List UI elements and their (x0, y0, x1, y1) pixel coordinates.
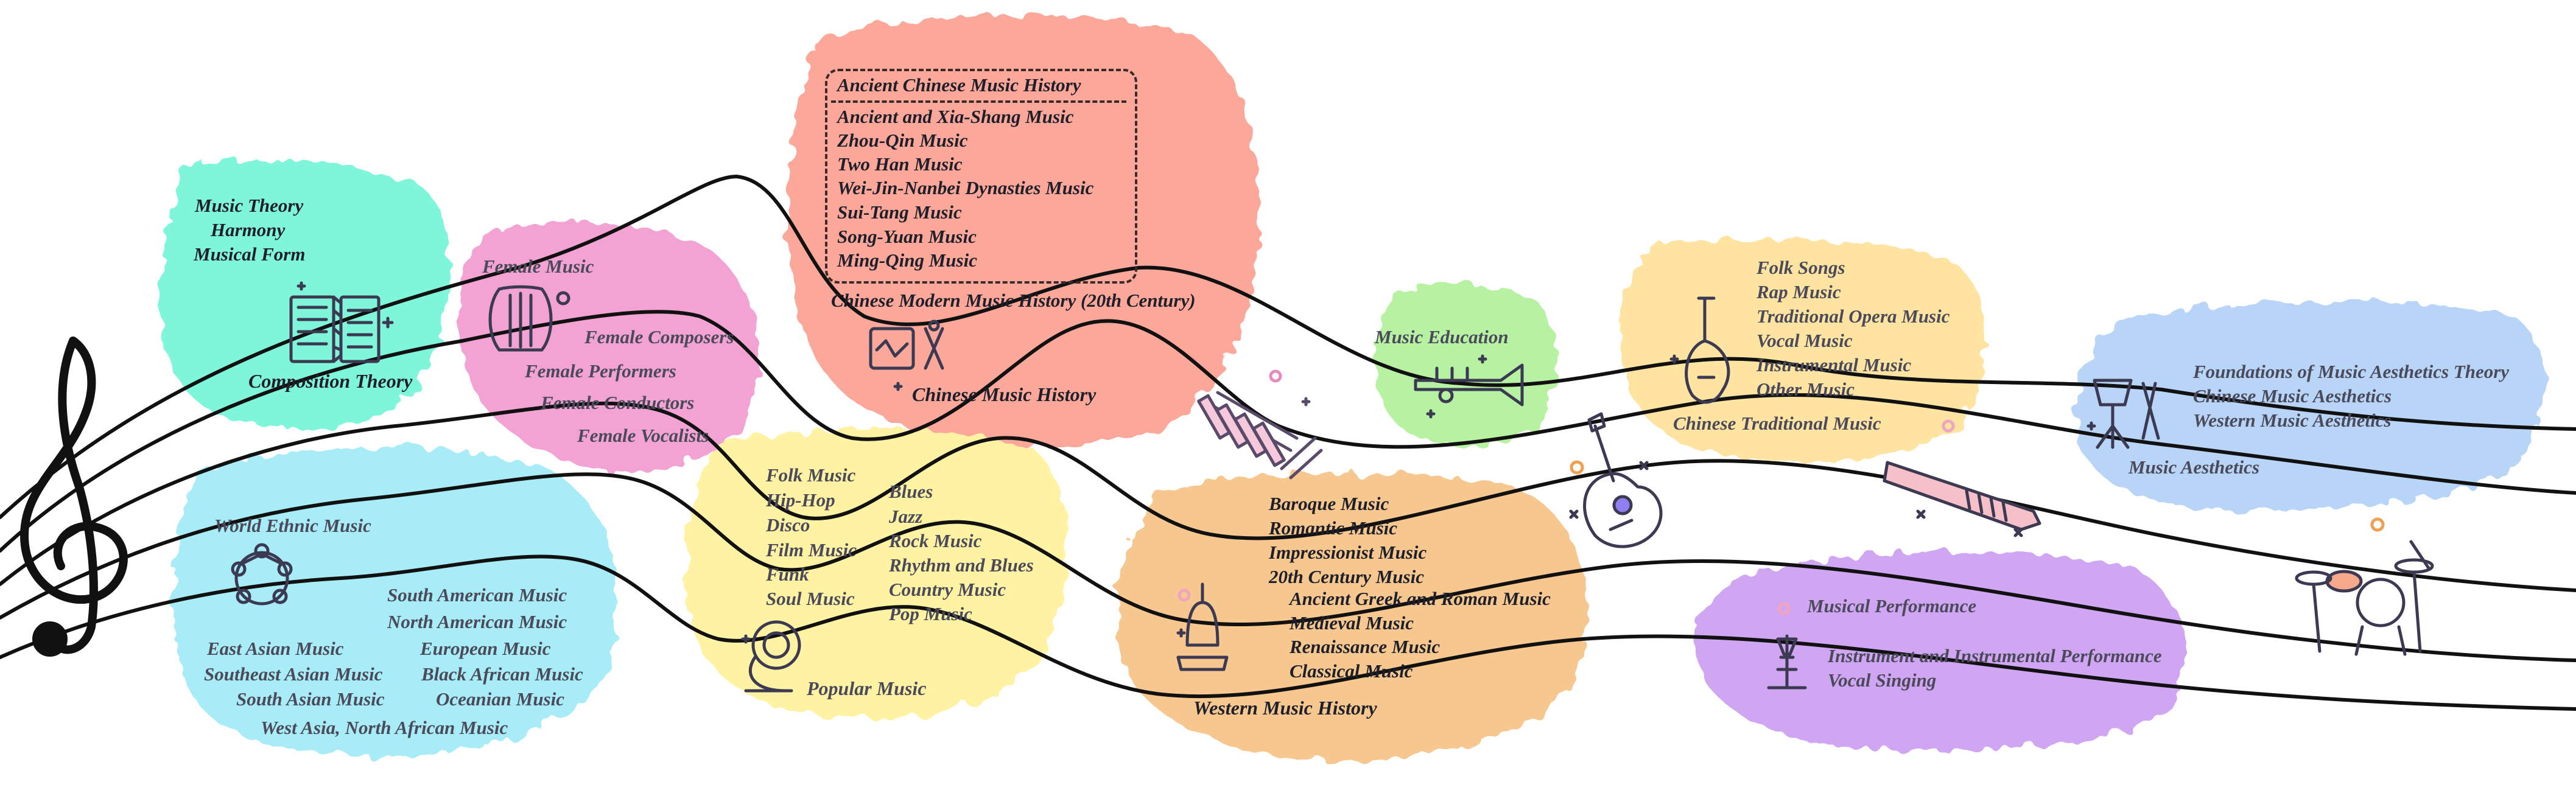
ancient-item: Ancient and Xia-Shang Music (837, 106, 1074, 127)
popular-item: Folk Music (766, 464, 856, 486)
accordion-icon (289, 281, 394, 363)
western-item: Renaissance Music (1290, 636, 1441, 657)
electric-guitar-icon (1569, 412, 1663, 548)
performance-item: Vocal Singing (1828, 669, 1937, 691)
drum-icon (869, 320, 944, 391)
world-ethnic-item: North American Music (387, 611, 567, 632)
ancient-history-dashed-box (825, 69, 1137, 284)
world-ethnic-item: Oceanian Music (436, 688, 564, 710)
world-people-icon (231, 543, 293, 606)
western-item: Medieval Music (1290, 612, 1414, 634)
chinese-traditional-item: Vocal Music (1757, 330, 1853, 351)
staff-line-3 (0, 401, 2576, 592)
chinese-modern-music-history: Chinese Modern Music History (20th Centu… (831, 290, 1196, 311)
trumpet-icon (1414, 354, 1524, 419)
world-ethnic-music-category: World Ethnic Music (214, 515, 371, 536)
music-aesthetics-blob (2074, 301, 2544, 510)
staff-line-1 (0, 174, 2576, 519)
popular-item: Jazz (889, 506, 923, 527)
keytar-icon (1883, 419, 2041, 537)
western-music-history-category: Western Music History (1193, 697, 1377, 719)
ancient-item: Ming-Qing Music (837, 250, 977, 271)
chinese-traditional-item: Traditional Opera Music (1757, 306, 1950, 327)
chinese-music-history-category: Chinese Music History (912, 383, 1097, 405)
world-ethnic-item: South American Music (387, 584, 567, 606)
ancient-history-divider (831, 100, 1126, 103)
pipa-icon (1669, 296, 1730, 404)
female-vocalists-item: Female Vocalists (577, 425, 709, 446)
popular-item: Pop Music (889, 603, 972, 624)
world-ethnic-item: European Music (420, 638, 551, 659)
xylophone-icon (1197, 369, 1323, 480)
musical-form-item: Musical Form (194, 243, 306, 265)
handbell-icon (1176, 582, 1229, 671)
composition-theory-category: Composition Theory (248, 370, 413, 392)
female-composers-item: Female Composers (584, 326, 734, 348)
chinese-traditional-item: Other Music (1757, 379, 1855, 400)
lyre-icon (488, 285, 570, 352)
chinese-traditional-item: Instrumental Music (1757, 354, 1912, 376)
popular-item: Film Music (766, 539, 857, 561)
chinese-traditional-music-blob (1620, 239, 1985, 461)
world-ethnic-item: South Asian Music (236, 688, 385, 710)
female-conductors-item: Female Conductors (541, 392, 695, 413)
popular-item: Country Music (889, 579, 1006, 600)
chinese-traditional-item: Rap Music (1757, 281, 1841, 302)
western-item: Impressionist Music (1269, 542, 1427, 563)
staff-line-4 (0, 472, 2576, 662)
ancient-chinese-music-history-title: Ancient Chinese Music History (837, 74, 1081, 96)
aesthetics-item: Foundations of Music Aesthetics Theory (2193, 361, 2510, 382)
singer-microphone-icon (1767, 602, 1807, 690)
popular-item: Blues (889, 481, 933, 502)
popular-music-category: Popular Music (807, 677, 927, 699)
western-item: Ancient Greek and Roman Music (1290, 588, 1551, 609)
musical-performance-category: Musical Performance (1807, 595, 1977, 617)
world-ethnic-item: Southeast Asian Music (204, 663, 383, 685)
popular-item: Funk (766, 564, 809, 585)
world-ethnic-music-blob (172, 447, 618, 756)
chinese-music-history-blob (787, 15, 1258, 447)
western-item: Baroque Music (1269, 493, 1389, 514)
ancient-item: Sui-Tang Music (837, 201, 962, 223)
treble-clef-icon (20, 337, 128, 657)
french-horn-icon (741, 620, 801, 693)
aesthetics-item: Western Music Aesthetics (2193, 410, 2392, 431)
female-music-category: Female Music (482, 256, 594, 277)
popular-item: Hip-Hop (766, 489, 835, 511)
staff-line-5 (0, 554, 2576, 711)
ancient-item: Song-Yuan Music (837, 226, 977, 247)
western-music-history-blob (1115, 472, 1587, 761)
popular-item: Disco (766, 514, 810, 536)
harmony-item: Harmony (211, 219, 286, 240)
western-item: 20th Century Music (1269, 566, 1424, 587)
staff-line-2 (0, 310, 2576, 553)
music-stand-icon (2086, 379, 2160, 449)
chinese-traditional-music-category: Chinese Traditional Music (1673, 413, 1881, 434)
popular-music-blob (686, 429, 1067, 718)
drum-kit-icon (2295, 517, 2434, 656)
ancient-item: Wei-Jin-Nanbei Dynasties Music (837, 177, 1094, 198)
music-education-category: Music Education (1375, 326, 1509, 348)
world-ethnic-item: West Asia, North African Music (261, 717, 508, 738)
popular-item: Soul Music (766, 588, 855, 609)
music-education-blob (1374, 284, 1556, 447)
western-item: Romantic Music (1269, 517, 1398, 539)
performance-item: Instrument and Instrumental Performance (1828, 645, 2162, 666)
world-ethnic-item: East Asian Music (207, 638, 344, 659)
popular-item: Rock Music (889, 530, 982, 551)
chinese-traditional-item: Folk Songs (1757, 257, 1845, 278)
music-theory-item: Music Theory (195, 195, 304, 216)
music-aesthetics-category: Music Aesthetics (2129, 456, 2260, 478)
world-ethnic-item: Black African Music (421, 663, 583, 685)
female-performers-item: Female Performers (525, 360, 676, 382)
ancient-item: Two Han Music (837, 153, 963, 175)
popular-item: Rhythm and Blues (889, 554, 1034, 576)
ancient-item: Zhou-Qin Music (837, 130, 968, 151)
western-item: Classical Music (1290, 660, 1413, 682)
aesthetics-item: Chinese Music Aesthetics (2193, 385, 2392, 407)
